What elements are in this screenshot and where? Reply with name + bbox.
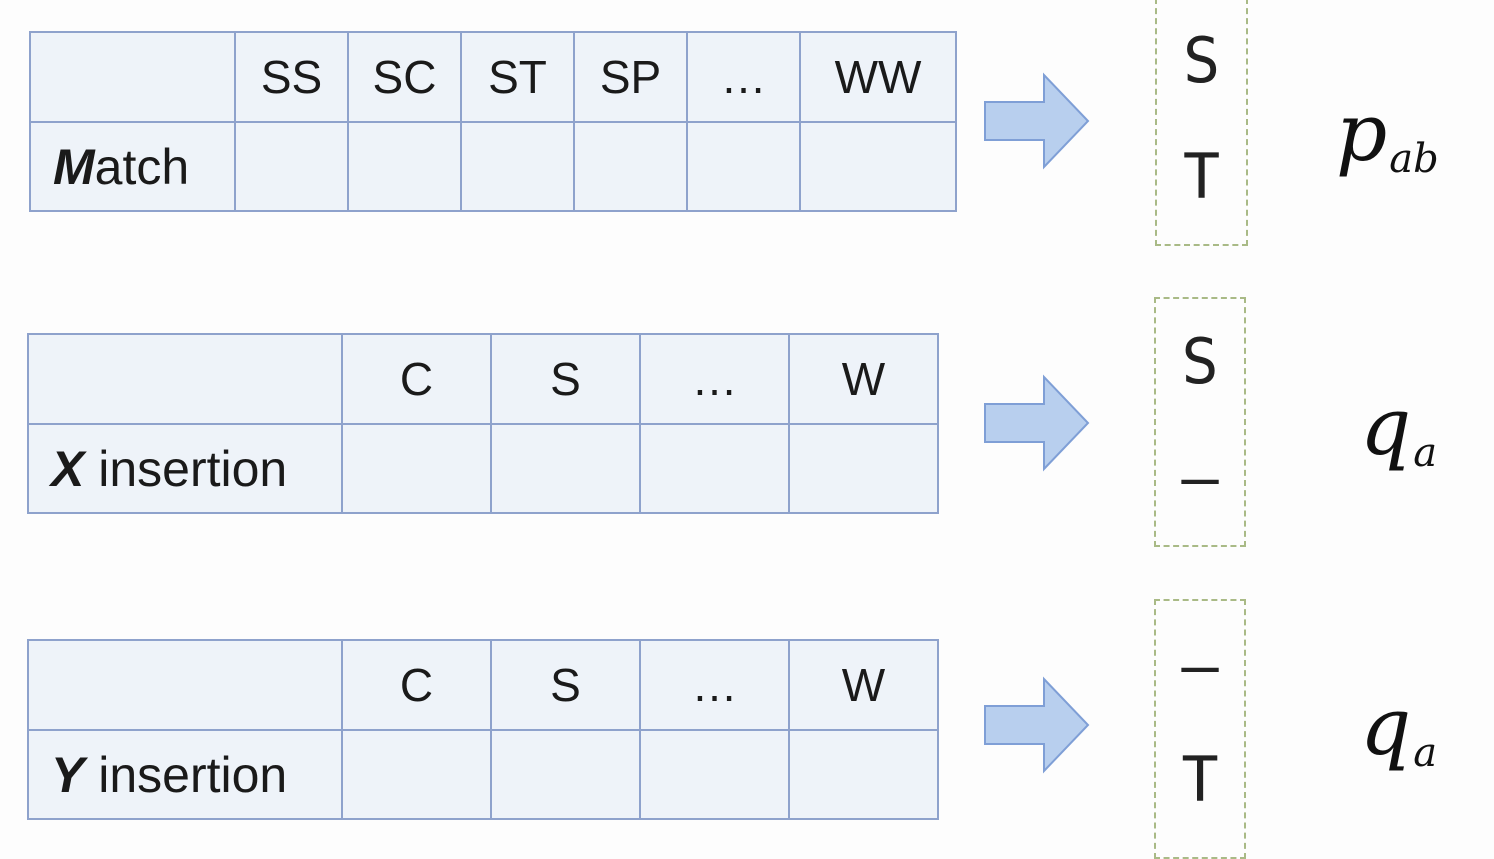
x-insertion-emission-table: C S … W X insertion bbox=[27, 333, 939, 514]
probability-symbol: p bbox=[1336, 86, 1388, 179]
row-label-y-insertion: Y insertion bbox=[27, 729, 343, 820]
header-cell: … bbox=[639, 639, 790, 731]
header-cell: … bbox=[686, 31, 801, 123]
row-label-letter: X bbox=[51, 440, 85, 497]
aligned-column-x-insertion: S – bbox=[1154, 297, 1246, 547]
header-cell: W bbox=[788, 639, 939, 731]
value-cell bbox=[347, 121, 462, 212]
y-insertion-probability-label: qa bbox=[1360, 680, 1437, 776]
probability-subscript: a bbox=[1413, 730, 1438, 776]
row-label-letter: Y bbox=[51, 746, 85, 803]
value-cell bbox=[490, 423, 641, 514]
value-cell bbox=[639, 729, 790, 820]
header-cell: S bbox=[490, 333, 641, 425]
row-label-letter: M bbox=[53, 138, 95, 195]
top-symbol: – bbox=[1181, 629, 1219, 702]
value-cell bbox=[341, 729, 492, 820]
value-cell bbox=[788, 423, 939, 514]
probability-subscript: a bbox=[1413, 430, 1438, 476]
value-cell bbox=[788, 729, 939, 820]
value-cell bbox=[639, 423, 790, 514]
bottom-symbol: T bbox=[1182, 140, 1221, 213]
aligned-column-match: S T bbox=[1155, 0, 1248, 246]
header-cell: … bbox=[639, 333, 790, 425]
row-label-rest: atch bbox=[94, 138, 190, 195]
bottom-symbol: – bbox=[1181, 441, 1219, 514]
header-cell: W bbox=[788, 333, 939, 425]
probability-subscript: ab bbox=[1389, 136, 1439, 182]
corner-cell bbox=[29, 31, 236, 123]
header-cell: WW bbox=[799, 31, 957, 123]
probability-symbol: q bbox=[1360, 380, 1412, 473]
probability-symbol: q bbox=[1360, 680, 1412, 773]
row-label-x-insertion: X insertion bbox=[27, 423, 343, 514]
corner-cell bbox=[27, 639, 343, 731]
header-cell: C bbox=[341, 639, 492, 731]
header-cell: SS bbox=[234, 31, 349, 123]
value-cell bbox=[341, 423, 492, 514]
bottom-symbol: T bbox=[1181, 743, 1219, 816]
match-emission-table: SS SC ST SP … WW Match bbox=[29, 31, 957, 212]
header-cell: SP bbox=[573, 31, 688, 123]
value-cell bbox=[460, 121, 575, 212]
top-symbol: S bbox=[1182, 24, 1221, 97]
x-insertion-probability-label: qa bbox=[1360, 380, 1437, 476]
right-arrow-icon bbox=[984, 72, 1090, 170]
header-cell: SC bbox=[347, 31, 462, 123]
corner-cell bbox=[27, 333, 343, 425]
row-label-rest: insertion bbox=[84, 746, 288, 803]
row-label-match: Match bbox=[29, 121, 236, 212]
top-symbol: S bbox=[1181, 325, 1219, 398]
value-cell bbox=[234, 121, 349, 212]
match-probability-label: pab bbox=[1336, 86, 1439, 182]
row-label-rest: insertion bbox=[84, 440, 288, 497]
value-cell bbox=[686, 121, 801, 212]
header-cell: ST bbox=[460, 31, 575, 123]
header-cell: S bbox=[490, 639, 641, 731]
header-cell: C bbox=[341, 333, 492, 425]
value-cell bbox=[490, 729, 641, 820]
aligned-column-y-insertion: – T bbox=[1154, 599, 1246, 859]
value-cell bbox=[573, 121, 688, 212]
right-arrow-icon bbox=[984, 374, 1090, 472]
y-insertion-emission-table: C S … W Y insertion bbox=[27, 639, 939, 820]
right-arrow-icon bbox=[984, 676, 1090, 774]
value-cell bbox=[799, 121, 957, 212]
